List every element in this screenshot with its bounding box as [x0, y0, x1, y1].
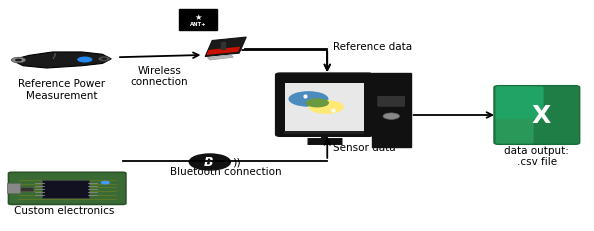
Circle shape [100, 181, 110, 185]
Text: Sensor data: Sensor data [333, 143, 396, 152]
Circle shape [305, 99, 329, 108]
FancyBboxPatch shape [372, 73, 410, 147]
Text: Bluetooth connection: Bluetooth connection [170, 166, 282, 176]
Text: Reference data: Reference data [333, 42, 412, 52]
FancyBboxPatch shape [378, 97, 405, 107]
Text: ★: ★ [194, 13, 202, 22]
Polygon shape [205, 38, 247, 57]
Circle shape [101, 58, 107, 61]
FancyBboxPatch shape [19, 187, 33, 191]
Circle shape [383, 113, 400, 120]
Text: Reference Power
Measurement: Reference Power Measurement [18, 79, 105, 100]
Text: data output:
.csv file: data output: .csv file [504, 145, 569, 167]
Polygon shape [207, 56, 233, 61]
FancyBboxPatch shape [285, 131, 364, 134]
Polygon shape [11, 53, 111, 69]
Text: /: / [53, 53, 56, 59]
Circle shape [15, 59, 22, 62]
Text: )): )) [232, 157, 241, 167]
FancyBboxPatch shape [496, 87, 544, 119]
FancyBboxPatch shape [7, 183, 20, 194]
FancyBboxPatch shape [179, 10, 217, 30]
FancyBboxPatch shape [276, 74, 373, 137]
Polygon shape [206, 48, 241, 56]
Circle shape [77, 57, 93, 63]
Circle shape [98, 57, 110, 62]
Text: ANT+: ANT+ [190, 22, 206, 27]
Circle shape [11, 58, 26, 64]
Text: X: X [532, 103, 551, 128]
Text: Wireless
connection: Wireless connection [131, 65, 188, 87]
FancyBboxPatch shape [285, 84, 364, 131]
Circle shape [189, 154, 230, 170]
Text: Custom electronics: Custom electronics [14, 205, 115, 215]
Circle shape [289, 92, 328, 107]
Text: B: B [204, 156, 213, 169]
FancyBboxPatch shape [8, 173, 126, 204]
FancyBboxPatch shape [42, 180, 90, 198]
FancyBboxPatch shape [496, 87, 533, 144]
Circle shape [308, 101, 344, 114]
FancyBboxPatch shape [494, 86, 580, 145]
